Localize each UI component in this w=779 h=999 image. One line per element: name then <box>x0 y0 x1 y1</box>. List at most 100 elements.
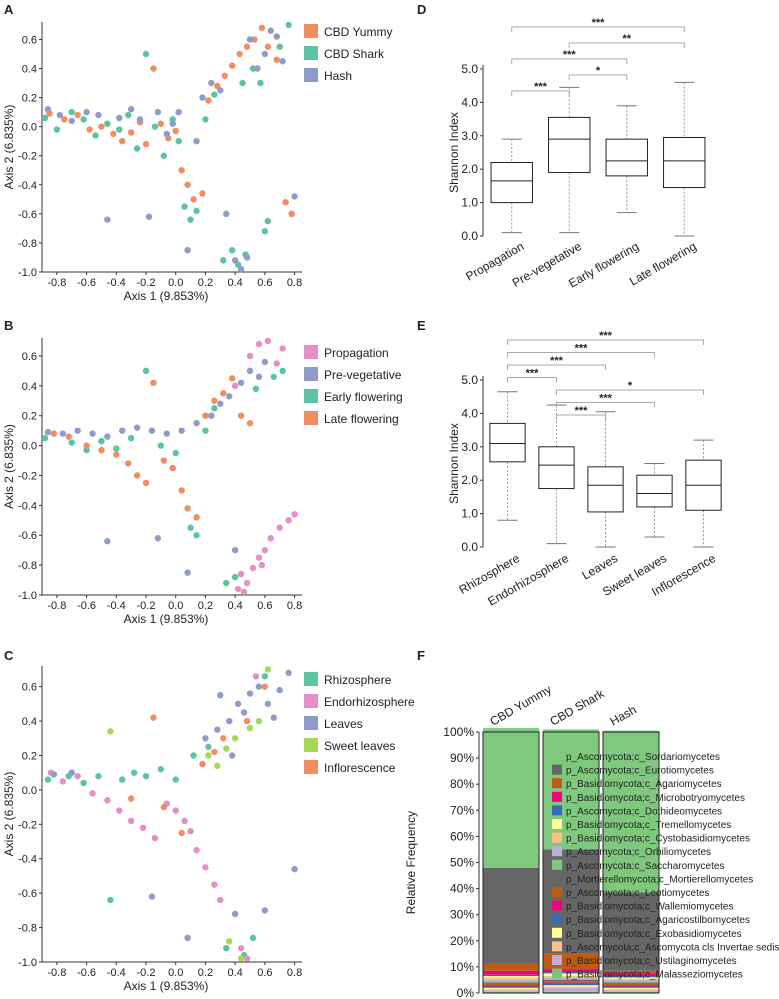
data-point <box>231 910 239 918</box>
legend-swatch <box>304 367 318 381</box>
series-cbd-yummy <box>46 24 295 218</box>
data-point <box>237 570 245 578</box>
data-point <box>74 427 81 434</box>
data-point <box>214 762 221 770</box>
data-point <box>254 65 261 72</box>
x-tick-label: -0.8 <box>47 600 66 612</box>
data-point <box>178 829 185 837</box>
bar-segment <box>603 982 659 984</box>
bracket-line <box>507 352 655 358</box>
panel-label-b: B <box>4 318 13 333</box>
data-point <box>226 393 233 400</box>
bar-segment <box>543 987 599 992</box>
data-point <box>172 127 179 135</box>
data-point <box>68 769 75 776</box>
category-label: Endorhizosphere <box>485 551 571 609</box>
data-point <box>145 213 153 220</box>
data-point <box>104 216 111 223</box>
significance-bracket: * <box>568 65 628 80</box>
bar-segment <box>483 976 539 978</box>
data-point <box>181 203 188 210</box>
significance-stars: *** <box>599 393 613 405</box>
data-point <box>175 108 182 116</box>
data-point <box>208 412 215 419</box>
data-point <box>142 479 150 487</box>
data-point <box>142 772 150 780</box>
legend-swatch <box>552 873 562 884</box>
x-tick-label: 0.8 <box>287 600 302 612</box>
data-point <box>237 955 245 962</box>
significance-bracket: *** <box>507 330 704 345</box>
data-point <box>252 673 260 680</box>
data-point <box>193 846 200 854</box>
data-point <box>279 367 286 375</box>
data-point <box>258 24 266 32</box>
data-point <box>217 896 224 904</box>
data-point <box>184 246 191 254</box>
box-propagation: Propagation <box>463 138 533 284</box>
data-point <box>44 776 52 783</box>
x-axis-title: Axis 1 (9.853%) <box>124 289 209 303</box>
data-point <box>148 893 156 900</box>
y-axis-title: Axis 2 (6.835%) <box>2 424 16 509</box>
panel-labels: A B C D E F <box>4 2 426 663</box>
data-point <box>104 120 111 127</box>
legend-label: Inflorescence <box>324 761 396 775</box>
significance-bracket: *** <box>507 355 606 370</box>
scatter-panel-c: -0.8 -0.6 -0.4 -0.2 0.0 0.2 0.4 0.6 0.8 0.6 0.4 0.2… <box>2 666 415 993</box>
y-tick-label: 0.2 <box>22 93 37 105</box>
data-point <box>44 106 52 113</box>
data-point <box>150 379 157 387</box>
data-point <box>240 709 248 716</box>
bar-segment <box>483 974 539 977</box>
category-label: CBD Yummy <box>488 682 554 728</box>
legend-swatch <box>304 760 318 774</box>
legend-label: Pre-vegetative <box>324 368 402 382</box>
data-point <box>264 43 272 50</box>
data-point <box>205 97 212 104</box>
data-point <box>151 834 159 842</box>
data-point <box>169 120 176 127</box>
data-point <box>267 535 274 542</box>
significance-bracket: *** <box>556 405 606 420</box>
y-tick-label: 10% <box>450 960 474 974</box>
x-tick-label: -0.8 <box>47 277 66 289</box>
bar-segment <box>543 969 599 973</box>
y-tick-label: 1.0 <box>461 196 478 210</box>
series-early-flowering <box>41 367 286 587</box>
y-tick-label: -0.4 <box>18 854 37 866</box>
data-point <box>279 58 286 65</box>
data-point <box>41 434 49 442</box>
data-point <box>89 430 96 437</box>
bar-segment <box>543 729 599 850</box>
data-point <box>193 419 200 427</box>
legend-swatch <box>552 778 562 789</box>
data-point <box>116 126 123 133</box>
data-point <box>184 505 191 512</box>
legend-swatch <box>552 941 562 952</box>
series-leaves <box>50 669 298 942</box>
data-point <box>231 257 239 264</box>
significance-bracket: *** <box>507 343 655 358</box>
legend-label: Sweet leaves <box>324 739 395 753</box>
data-point <box>211 748 218 756</box>
y-axis-title: Shannon Index <box>447 423 461 504</box>
data-point <box>127 106 135 113</box>
data-point <box>288 210 295 218</box>
data-point <box>142 367 150 375</box>
data-point <box>130 769 138 776</box>
bracket-line <box>568 74 628 80</box>
data-point <box>178 487 185 494</box>
data-point <box>119 776 126 783</box>
bar-segment <box>483 985 539 987</box>
data-point <box>163 130 170 138</box>
data-point <box>163 430 170 437</box>
x-tick-label: -0.6 <box>77 277 96 289</box>
data-point <box>187 828 194 835</box>
panel-label-f: F <box>417 648 425 663</box>
y-tick-label: -1.0 <box>18 590 37 602</box>
data-point <box>261 673 269 680</box>
data-point <box>291 865 298 873</box>
legend-label: Endorhizosphere <box>324 695 415 709</box>
data-point <box>202 412 209 419</box>
